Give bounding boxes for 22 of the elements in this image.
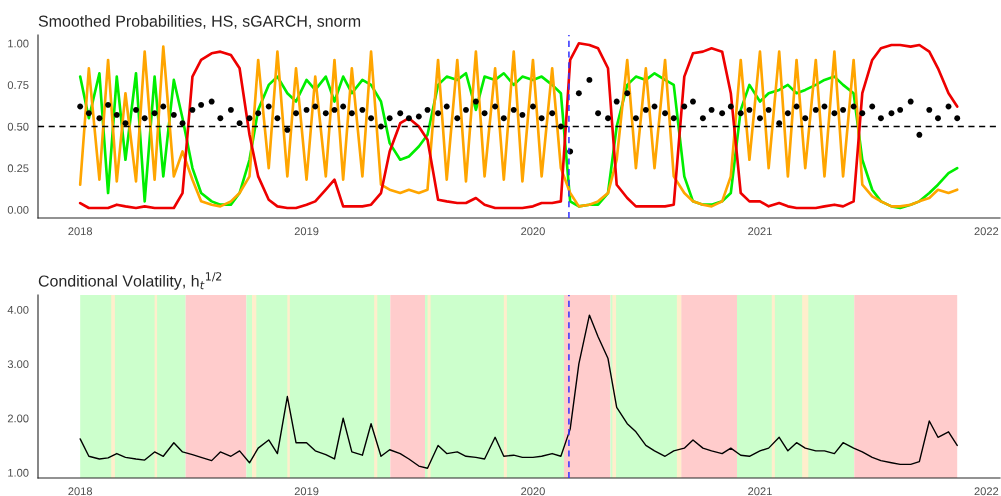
x-tick-label: 2022 [974, 487, 999, 496]
x-tick-label: 2018 [68, 227, 93, 236]
chart-title: Smoothed Probabilities, HS, sGARCH, snorm [38, 15, 361, 29]
x-tick-label: 2019 [294, 227, 319, 236]
y-tick-label: 3.00 [7, 360, 29, 369]
chart-title: Conditional Volatility, h$_{t}$$^{1/2}$ [38, 272, 222, 290]
y-tick-label: 0.75 [7, 81, 29, 90]
x-tick-label: 2022 [974, 227, 999, 236]
y-tick-label: 1.00 [8, 39, 29, 48]
y-tick-label: 0.00 [7, 205, 29, 214]
line-series [79, 314, 958, 469]
y-tick-label: 4.00 [7, 305, 29, 314]
x-tick-label: 2020 [521, 487, 545, 496]
y-tick-label: 0.25 [7, 164, 29, 173]
x-tick-label: 2019 [294, 487, 319, 496]
x-tick-label: 2018 [68, 487, 93, 496]
x-tick-label: 2021 [748, 487, 772, 496]
x-tick-label: 2020 [521, 227, 545, 236]
x-tick-label: 2021 [748, 227, 772, 236]
y-tick-label: 0.50 [7, 122, 29, 131]
y-tick-label: 2.00 [7, 414, 29, 423]
y-tick-label: 1.00 [8, 468, 29, 477]
